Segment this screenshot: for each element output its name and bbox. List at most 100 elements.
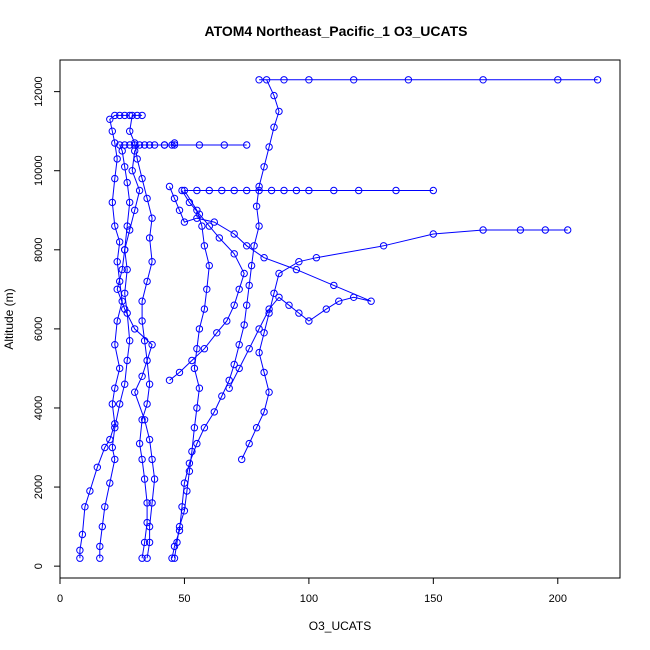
y-tick-label: 6000 xyxy=(33,317,45,341)
data-point xyxy=(218,392,226,400)
data-point xyxy=(255,348,263,357)
data-point xyxy=(131,325,139,333)
data-point xyxy=(121,111,129,120)
data-point xyxy=(200,424,209,432)
data-point xyxy=(135,186,144,195)
data-point xyxy=(135,439,144,448)
data-point xyxy=(190,424,199,432)
data-point xyxy=(322,305,330,313)
data-point xyxy=(145,522,154,531)
data-point xyxy=(106,479,114,487)
data-point xyxy=(78,530,87,539)
data-point xyxy=(265,143,273,151)
data-point xyxy=(178,186,186,195)
data-point xyxy=(275,107,283,116)
data-point xyxy=(108,400,117,408)
chart-title: ATOM4 Northeast_Pacific_1 O3_UCATS xyxy=(205,23,468,39)
data-point xyxy=(235,341,243,349)
data-point xyxy=(126,198,134,207)
data-point xyxy=(230,250,238,258)
data-point xyxy=(275,269,283,278)
data-point xyxy=(260,254,268,262)
data-point xyxy=(185,198,194,207)
data-point xyxy=(170,554,179,562)
data-point xyxy=(195,141,204,149)
data-point xyxy=(260,408,268,416)
data-point xyxy=(145,234,154,242)
data-point xyxy=(280,76,288,84)
data-point xyxy=(220,141,229,149)
data-point xyxy=(76,554,84,562)
data-point xyxy=(143,194,151,203)
data-point xyxy=(116,238,124,246)
data-point xyxy=(135,141,144,149)
data-point xyxy=(267,186,276,195)
data-point xyxy=(188,447,196,456)
data-point xyxy=(143,554,151,562)
data-point xyxy=(106,115,114,124)
data-point xyxy=(148,499,156,507)
data-point xyxy=(305,76,313,84)
data-point xyxy=(165,182,174,191)
data-point xyxy=(305,317,313,325)
series-line xyxy=(99,144,247,559)
y-tick-label: 10000 xyxy=(33,155,45,186)
data-point xyxy=(230,230,238,238)
series-8 xyxy=(165,182,375,392)
series-line xyxy=(174,190,434,559)
data-point xyxy=(230,360,238,369)
data-point xyxy=(260,329,268,337)
data-point xyxy=(118,265,126,274)
data-point xyxy=(170,139,179,147)
series-5 xyxy=(170,186,437,562)
data-point xyxy=(111,341,119,349)
data-point xyxy=(479,76,487,84)
data-point xyxy=(123,265,131,274)
data-point xyxy=(145,538,154,547)
data-point xyxy=(113,258,121,266)
data-point xyxy=(350,293,358,301)
data-point xyxy=(108,127,117,135)
data-point xyxy=(193,214,201,222)
x-tick-label: 50 xyxy=(178,593,190,605)
data-point xyxy=(305,186,313,195)
data-point xyxy=(238,455,246,464)
data-point xyxy=(218,186,226,195)
data-point xyxy=(250,242,258,250)
data-point xyxy=(245,345,253,353)
data-point xyxy=(131,206,139,215)
data-point xyxy=(111,139,119,147)
data-point xyxy=(145,141,154,149)
data-point xyxy=(175,206,184,215)
y-axis-label: Altitude (m) xyxy=(2,288,16,349)
data-point xyxy=(113,317,121,325)
data-point xyxy=(230,301,238,309)
data-point xyxy=(145,380,154,388)
data-point xyxy=(185,467,194,475)
data-point xyxy=(133,111,141,120)
data-point xyxy=(101,443,109,452)
data-point xyxy=(245,439,253,448)
data-point xyxy=(126,226,134,234)
data-point xyxy=(200,305,209,313)
data-point xyxy=(170,194,179,203)
data-point xyxy=(121,305,129,313)
data-point xyxy=(93,463,102,471)
data-point xyxy=(140,475,149,483)
data-point xyxy=(86,487,94,495)
data-point xyxy=(479,226,487,234)
data-point xyxy=(516,226,525,234)
data-point xyxy=(203,285,211,293)
y-tick-label: 0 xyxy=(33,563,45,569)
y-tick-label: 12000 xyxy=(33,76,45,107)
data-point xyxy=(148,341,156,349)
series-line xyxy=(169,190,245,381)
data-point xyxy=(255,222,263,230)
data-point xyxy=(262,76,271,84)
data-point xyxy=(335,297,343,305)
data-point xyxy=(235,364,243,373)
data-point xyxy=(138,297,146,305)
data-point xyxy=(210,408,219,416)
data-point xyxy=(541,226,549,234)
data-point xyxy=(240,269,248,278)
